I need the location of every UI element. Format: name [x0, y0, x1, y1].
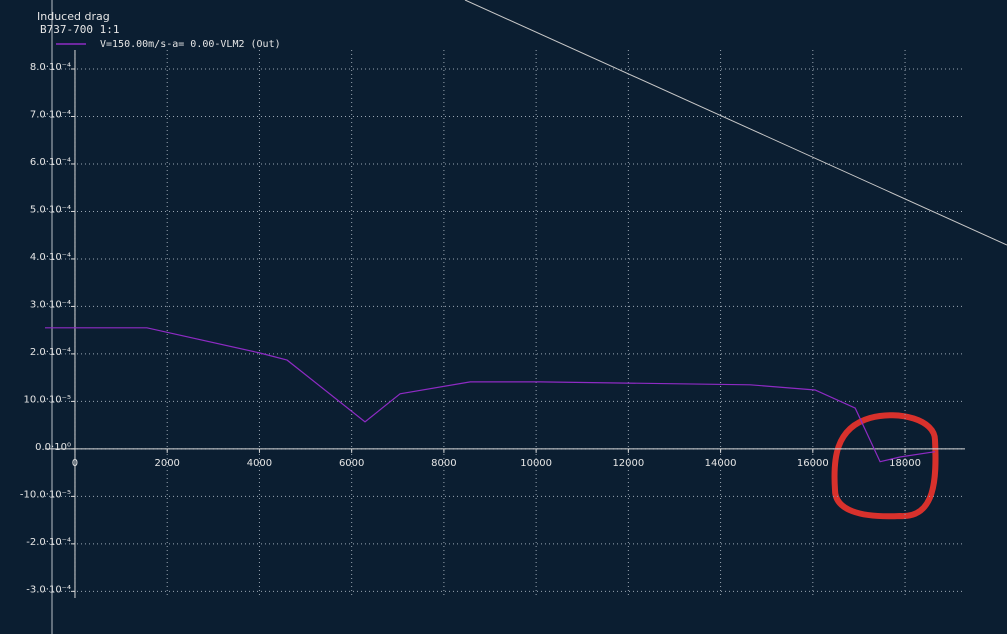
x-tick-label: 18000 [889, 458, 921, 469]
y-tick-label: -3.0·10⁻⁴ [26, 584, 71, 595]
y-tick-label: 6.0·10⁻⁴ [30, 157, 71, 168]
x-tick-label: 16000 [797, 458, 829, 469]
x-tick-label: 10000 [520, 458, 552, 469]
y-tick-label: 5.0·10⁻⁴ [30, 204, 71, 215]
y-tick-label: 0.0·10⁰ [35, 442, 71, 453]
reference-line [464, 0, 1007, 246]
x-tick-label: 12000 [612, 458, 644, 469]
chart-title: Induced drag [37, 10, 110, 23]
chart-subtitle: B737-700 1:1 [40, 23, 119, 36]
y-tick-label: 7.0·10⁻⁴ [30, 109, 71, 120]
highlight-circle [831, 412, 939, 520]
x-tick-label: 6000 [339, 458, 364, 469]
x-tick-label: 14000 [705, 458, 737, 469]
y-tick-label: 10.0·10⁻⁵ [24, 394, 71, 405]
x-tick-label: 8000 [431, 458, 456, 469]
data-line [45, 327, 936, 463]
legend-label: V=150.00m/s-a= 0.00-VLM2 (Out) [100, 39, 281, 50]
x-tick-label: 4000 [247, 458, 272, 469]
y-tick-label: 3.0·10⁻⁴ [30, 299, 71, 310]
y-tick-label: -2.0·10⁻⁴ [26, 537, 71, 548]
y-tick-label: 2.0·10⁻⁴ [30, 347, 71, 358]
y-tick-label: 4.0·10⁻⁴ [30, 252, 71, 263]
y-tick-label: 8.0·10⁻⁴ [30, 62, 71, 73]
y-tick-label: -10.0·10⁻⁵ [20, 489, 71, 500]
x-tick-label: 2000 [154, 458, 179, 469]
